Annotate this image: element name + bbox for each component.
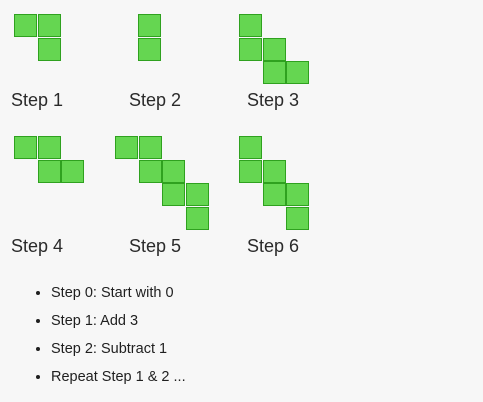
rules-list: Step 0: Start with 0 Step 1: Add 3 Step … [33, 280, 186, 392]
square-cell [37, 136, 61, 159]
square-cell [138, 37, 161, 61]
square-cell [138, 136, 162, 159]
square-cell [262, 61, 286, 84]
square-cell [162, 159, 185, 183]
square-cell [286, 206, 309, 230]
square-cell [14, 14, 37, 37]
square-cell [115, 136, 138, 159]
square-cell [185, 183, 209, 206]
rule-item: Step 2: Subtract 1 [51, 336, 186, 364]
square-cell [37, 14, 61, 37]
square-cell [61, 159, 84, 183]
rule-item: Step 1: Add 3 [51, 308, 186, 336]
square-cell [239, 159, 262, 183]
step-label-4: Step 4 [11, 236, 64, 256]
square-cell [185, 206, 209, 230]
square-cell [239, 136, 262, 159]
square-cell [286, 183, 309, 206]
square-cell [286, 61, 309, 84]
square-cell [262, 159, 286, 183]
square-cell [14, 136, 37, 159]
step-label-3: Step 3 [247, 90, 300, 110]
step-label-6: Step 6 [247, 236, 300, 256]
square-cell [37, 37, 61, 61]
square-cell [138, 159, 162, 183]
step-label-1: Step 1 [11, 90, 64, 110]
rule-item: Repeat Step 1 & 2 ... [51, 364, 186, 392]
square-cell [262, 183, 286, 206]
square-cell [138, 14, 161, 37]
square-cell [162, 183, 185, 206]
square-cell [239, 14, 262, 37]
rule-item: Step 0: Start with 0 [51, 280, 186, 308]
step-label-5: Step 5 [129, 236, 182, 256]
square-cell [37, 159, 61, 183]
square-cell [262, 37, 286, 61]
step-label-2: Step 2 [129, 90, 182, 110]
square-cell [239, 37, 262, 61]
